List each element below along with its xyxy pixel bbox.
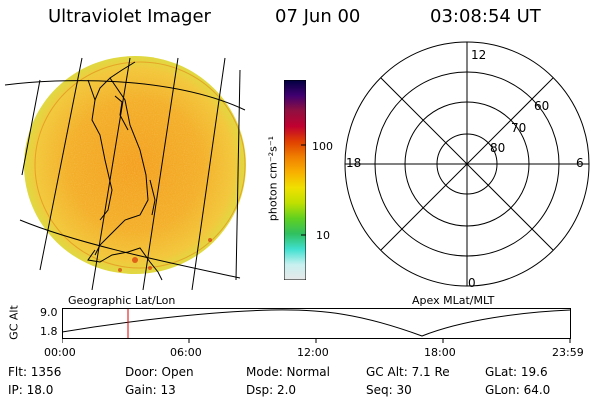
- intensity-colorbar: [284, 80, 306, 280]
- time-tick-1200: 12:00: [297, 346, 329, 359]
- mlat-80-label: 80: [490, 141, 505, 155]
- geographic-longitude: GLon: 64.0: [485, 383, 551, 397]
- mode-value: Mode: Normal: [246, 365, 330, 379]
- altitude-curve: [62, 309, 571, 337]
- instrument-title: Ultraviolet Imager: [48, 6, 211, 27]
- mlt-0-label: 0: [468, 276, 476, 290]
- colorbar-unit-label: photon cm⁻²s⁻¹: [266, 135, 280, 222]
- coastline-outlines: [87, 61, 163, 281]
- door-status: Door: Open: [125, 365, 194, 379]
- mlt-6-label: 6: [576, 156, 584, 170]
- geographic-latitude: GLat: 19.6: [485, 365, 548, 379]
- colorbar-tick-100: 100: [312, 140, 333, 153]
- polar-axis-diag2: [380, 77, 554, 251]
- geographic-projection-label: Geographic Lat/Lon: [68, 294, 176, 307]
- mlat-60-label: 60: [534, 99, 549, 113]
- gc-altitude-value: GC Alt: 7.1 Re: [366, 365, 450, 379]
- date-label: 07 Jun 00: [275, 6, 361, 27]
- time-tick-0600: 06:00: [170, 346, 202, 359]
- time-tick-1800: 18:00: [424, 346, 456, 359]
- dsp-value: Dsp: 2.0: [246, 383, 297, 397]
- time-label: 03:08:54 UT: [430, 6, 541, 27]
- altitude-plot: [62, 308, 571, 343]
- mlt-18-label: 18: [346, 156, 361, 170]
- altitude-axis-label: GC Alt: [7, 305, 21, 340]
- time-tick-2359: 23:59: [552, 346, 584, 359]
- gain-value: Gain: 13: [125, 383, 176, 397]
- dayglow-spots: [118, 238, 212, 272]
- flight-number: Flt: 1356: [8, 365, 62, 379]
- mlt-12-label: 12: [471, 48, 486, 62]
- ip-value: IP: 18.0: [8, 383, 54, 397]
- earth-uv-image: [4, 56, 246, 290]
- mlat-70-label: 70: [511, 121, 526, 135]
- colorbar-tick-10: 10: [316, 229, 330, 242]
- mlat-mlt-polar-plot: 12 18 6 0 60 70 80: [344, 41, 590, 290]
- time-tick-0000: 00:00: [44, 346, 76, 359]
- sequence-value: Seq: 30: [366, 383, 412, 397]
- altitude-tick-top: 9.0: [40, 306, 58, 319]
- lat-lon-grid: [4, 57, 246, 290]
- apex-projection-label: Apex MLat/MLT: [412, 294, 495, 307]
- altitude-tick-bottom: 1.8: [40, 325, 58, 338]
